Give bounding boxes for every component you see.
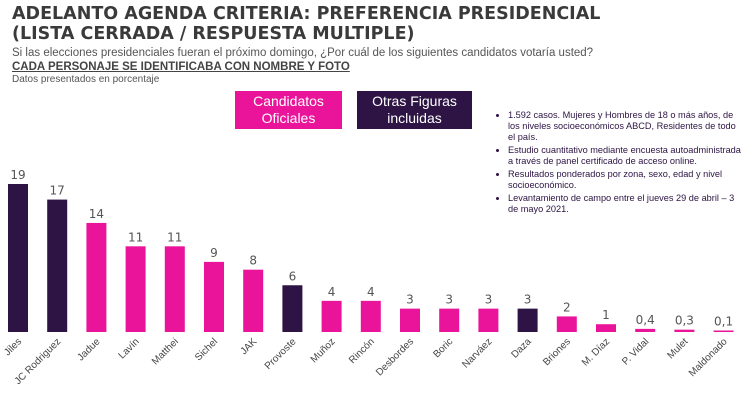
data-label: 19 (10, 168, 25, 182)
category-label: Muñoz (309, 336, 338, 365)
data-label: 11 (167, 230, 182, 244)
methodology-list: 1.592 casos. Mujeres y Hombres de 18 o m… (496, 110, 742, 217)
data-label: 11 (128, 230, 143, 244)
category-label: Rincón (347, 336, 377, 366)
methodology-item: Resultados ponderados por zona, sexo, ed… (508, 169, 742, 191)
category-label: Sichel (193, 336, 220, 363)
category-label: Jiles (2, 336, 24, 358)
chart-title: ADELANTO AGENDA CRITERIA: PREFERENCIA PR… (12, 4, 600, 44)
bar-briones (556, 316, 577, 332)
title-line-2: (LISTA CERRADA / RESPUESTA MULTIPLE) (12, 24, 415, 44)
bar-lav-n (125, 246, 146, 332)
chart-subtitle: CADA PERSONAJE SE IDENTIFICABA CON NOMBR… (12, 61, 350, 73)
category-label: Matthei (150, 336, 181, 367)
bar-jc-rodriguez (47, 199, 68, 332)
data-label: 4 (367, 285, 375, 299)
category-label: JAK (239, 336, 260, 357)
category-label: Boric (431, 336, 455, 360)
legend-otras-figuras: Otras Figuras incluidas (357, 91, 472, 129)
category-label: Provoste (263, 336, 299, 372)
data-label: 8 (249, 254, 257, 268)
data-label: 17 (50, 184, 65, 198)
methodology-item: Levantamiento de campo entre el jueves 2… (508, 193, 742, 215)
category-label: Daza (509, 336, 534, 361)
category-label: P. Vidal (620, 336, 651, 367)
bar-narv-ez (478, 308, 499, 332)
category-label: Desbordes (374, 336, 416, 378)
legend-otras-label: Otras Figuras incluidas (372, 93, 457, 126)
category-label: Narváez (460, 336, 494, 370)
category-label: Lavín (117, 336, 142, 361)
category-label: M. Díaz (580, 336, 612, 368)
data-label: 0,1 (714, 315, 733, 329)
units-note: Datos presentados en porcentaje (12, 74, 160, 85)
data-label: 3 (485, 293, 493, 307)
bar-rinc-n (360, 300, 381, 332)
bar-sichel (204, 261, 224, 332)
bar-jadue (86, 222, 107, 332)
data-label: 3 (524, 293, 532, 307)
methodology-item: 1.592 casos. Mujeres y Hombres de 18 o m… (508, 110, 742, 143)
survey-question: Si las elecciones presidenciales fueran … (12, 47, 594, 59)
bar-mulet (674, 329, 695, 332)
data-label: 0,3 (675, 314, 694, 328)
title-line-1: ADELANTO AGENDA CRITERIA: PREFERENCIA PR… (12, 4, 601, 24)
bar-boric (439, 308, 460, 332)
bar-daza (517, 308, 538, 332)
data-label: 1 (602, 308, 610, 322)
data-label: 3 (406, 293, 414, 307)
methodology-item: Estudio cuantitativo mediante encuesta a… (508, 145, 742, 167)
bar-desbordes (400, 308, 420, 332)
data-label: 2 (563, 300, 571, 314)
category-label: Maldonado (687, 336, 730, 379)
data-label: 14 (89, 207, 104, 221)
data-label: 9 (210, 246, 218, 260)
data-label: 0,4 (636, 313, 655, 327)
bar-jiles (8, 184, 28, 332)
bar-jak (243, 269, 264, 332)
data-label: 3 (445, 293, 453, 307)
legend-oficiales-label: Candidatos Oficiales (253, 93, 324, 126)
legend-candidatos-oficiales: Candidatos Oficiales (235, 91, 342, 129)
data-label: 4 (328, 285, 336, 299)
category-label: Briones (541, 336, 573, 368)
bar-maldonado (713, 330, 734, 332)
bar-mu-oz (321, 300, 342, 332)
data-label: 6 (289, 269, 297, 283)
bar-matthei (164, 246, 185, 332)
category-label: Jadue (75, 336, 102, 363)
bar-m-d-az (596, 324, 616, 332)
bar-p-vidal (635, 328, 656, 332)
bar-provoste (282, 285, 303, 332)
category-label: Mulet (665, 336, 690, 361)
